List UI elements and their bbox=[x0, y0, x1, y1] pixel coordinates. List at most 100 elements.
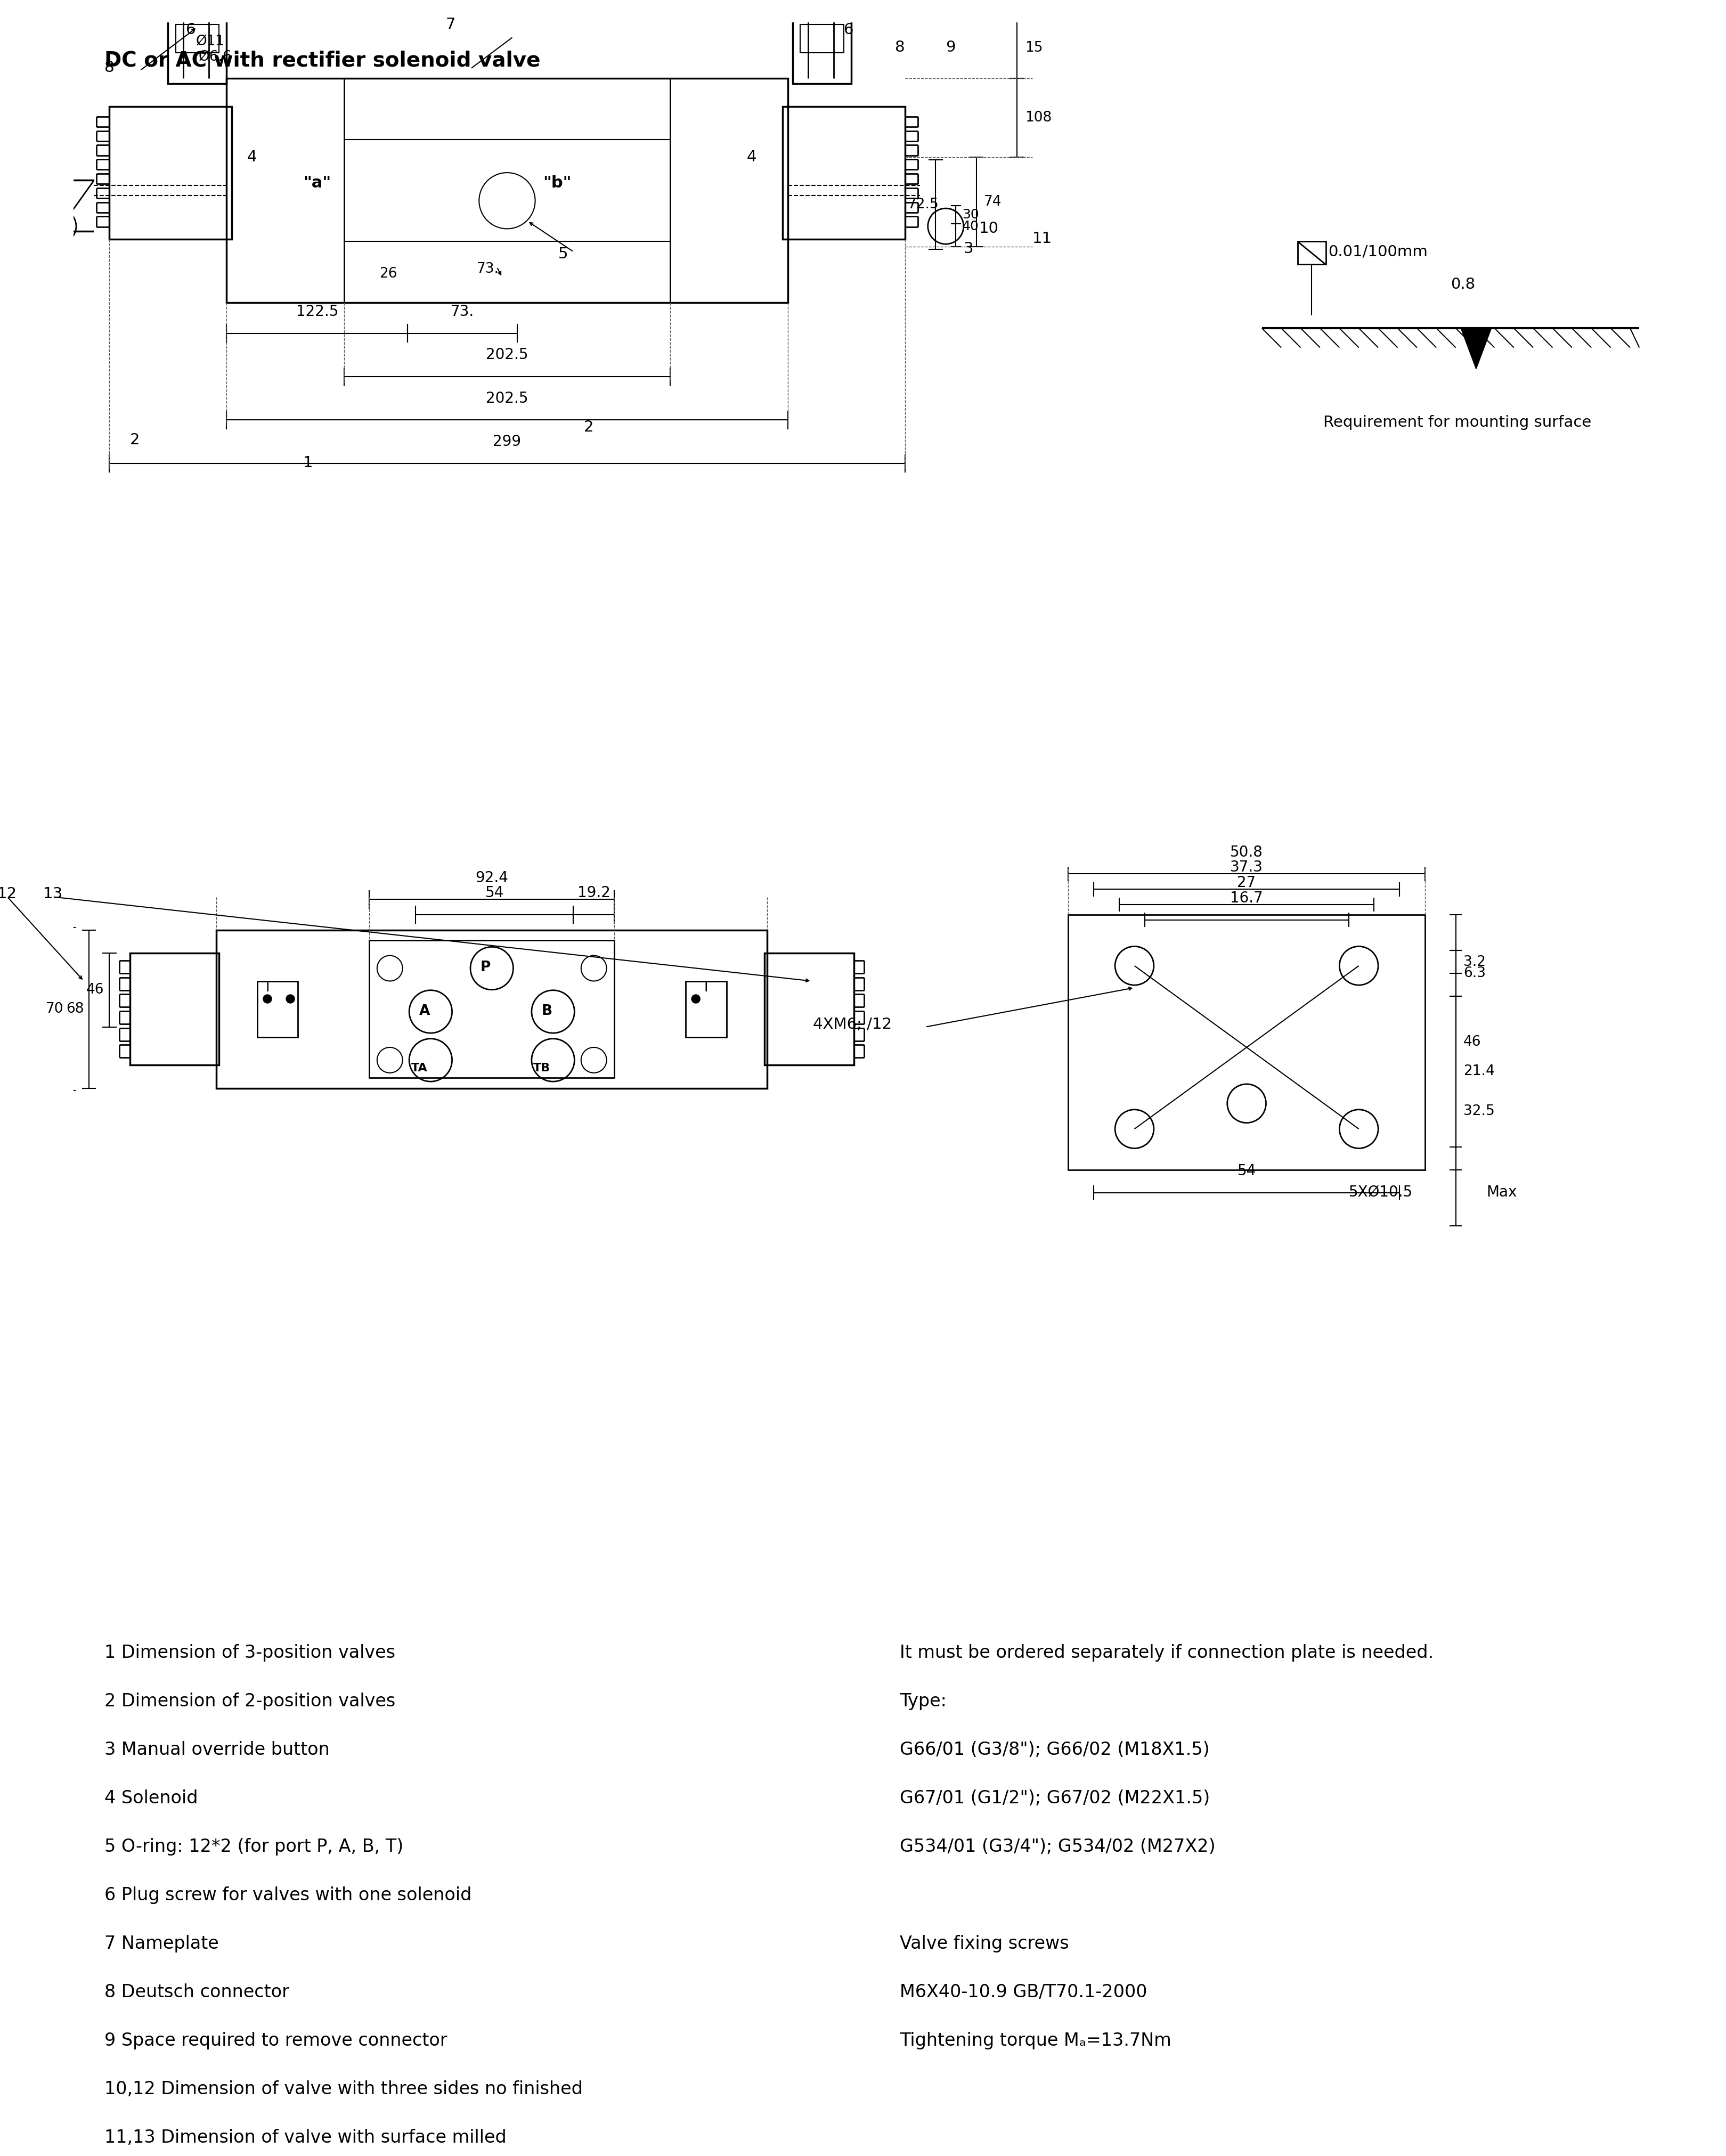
Text: 6: 6 bbox=[844, 22, 853, 37]
Text: 40: 40 bbox=[961, 220, 979, 233]
Bar bbox=[792, 17, 851, 84]
Text: G67/01 (G1/2"); G67/02 (M22X1.5): G67/01 (G1/2"); G67/02 (M22X1.5) bbox=[899, 1789, 1210, 1807]
Text: Ø6.6: Ø6.6 bbox=[198, 50, 231, 65]
Text: 6 Plug screw for valves with one solenoid: 6 Plug screw for valves with one solenoi… bbox=[104, 1886, 471, 1904]
Text: 6.3: 6.3 bbox=[1464, 966, 1486, 981]
Text: G66/01 (G3/8"); G66/02 (M18X1.5): G66/01 (G3/8"); G66/02 (M18X1.5) bbox=[899, 1742, 1210, 1759]
Text: B: B bbox=[542, 1005, 552, 1018]
Text: 8: 8 bbox=[104, 60, 114, 75]
Text: Max: Max bbox=[1486, 1186, 1517, 1201]
Text: 2: 2 bbox=[129, 433, 140, 448]
Text: 12: 12 bbox=[0, 886, 17, 901]
Text: 10,12 Dimension of valve with three sides no finished: 10,12 Dimension of valve with three side… bbox=[104, 2081, 582, 2098]
Text: 92.4: 92.4 bbox=[475, 871, 507, 886]
Bar bbox=[257, 981, 299, 1037]
Text: 16.7: 16.7 bbox=[1231, 890, 1263, 906]
Text: 2: 2 bbox=[583, 420, 594, 436]
Text: Type:: Type: bbox=[899, 1692, 946, 1710]
Text: 3 Manual override button: 3 Manual override button bbox=[104, 1742, 330, 1759]
Text: Valve fixing screws: Valve fixing screws bbox=[899, 1934, 1068, 1953]
Circle shape bbox=[692, 994, 699, 1003]
Text: I: I bbox=[704, 981, 708, 994]
Text: 46: 46 bbox=[1464, 1035, 1481, 1050]
Text: 4: 4 bbox=[247, 149, 257, 164]
Bar bbox=[216, 929, 766, 1089]
Text: 202.5: 202.5 bbox=[485, 390, 528, 405]
Text: 8: 8 bbox=[894, 41, 904, 54]
Text: 26: 26 bbox=[380, 267, 397, 280]
Text: 11: 11 bbox=[1032, 231, 1051, 246]
Text: 11,13 Dimension of valve with surface milled: 11,13 Dimension of valve with surface mi… bbox=[104, 2128, 506, 2145]
Text: 68: 68 bbox=[66, 1003, 85, 1015]
Bar bbox=[1298, 241, 1326, 265]
Circle shape bbox=[287, 994, 295, 1003]
Text: 73.: 73. bbox=[450, 304, 475, 319]
Text: Tightening torque Mₐ=13.7Nm: Tightening torque Mₐ=13.7Nm bbox=[899, 2031, 1170, 2050]
Text: 4XM6; /12: 4XM6; /12 bbox=[813, 1018, 892, 1033]
Text: 32.5: 32.5 bbox=[1464, 1104, 1495, 1119]
Text: 5: 5 bbox=[557, 246, 568, 261]
Text: 9: 9 bbox=[946, 41, 954, 54]
Text: 122.5: 122.5 bbox=[295, 304, 338, 319]
Text: 3: 3 bbox=[963, 241, 973, 257]
Text: G534/01 (G3/4"); G534/02 (M27X2): G534/01 (G3/4"); G534/02 (M27X2) bbox=[899, 1837, 1215, 1856]
Text: 299: 299 bbox=[494, 433, 521, 448]
Text: 10: 10 bbox=[979, 222, 998, 235]
Text: 6: 6 bbox=[186, 22, 195, 37]
Circle shape bbox=[264, 994, 271, 1003]
Text: 54: 54 bbox=[485, 886, 504, 901]
Bar bbox=[685, 981, 727, 1037]
Text: 108: 108 bbox=[1025, 110, 1051, 125]
Text: 15: 15 bbox=[1025, 41, 1043, 54]
Text: 0.01/100mm: 0.01/100mm bbox=[1327, 244, 1427, 259]
Bar bbox=[765, 953, 854, 1065]
Text: TA: TA bbox=[411, 1063, 428, 1074]
Text: 72.5: 72.5 bbox=[908, 198, 939, 211]
Text: 27: 27 bbox=[1238, 875, 1255, 890]
Text: It must be ordered separately if connection plate is needed.: It must be ordered separately if connect… bbox=[899, 1645, 1433, 1662]
Text: 2 Dimension of 2-position valves: 2 Dimension of 2-position valves bbox=[104, 1692, 395, 1710]
Text: 8 Deutsch connector: 8 Deutsch connector bbox=[104, 1984, 288, 2001]
Text: Requirement for mounting surface: Requirement for mounting surface bbox=[1322, 414, 1591, 429]
Bar bbox=[226, 78, 787, 302]
Text: 74: 74 bbox=[984, 194, 1001, 209]
Bar bbox=[176, 24, 219, 52]
Bar bbox=[109, 106, 231, 239]
Text: 19.2: 19.2 bbox=[576, 886, 609, 901]
Text: 37.3: 37.3 bbox=[1229, 860, 1263, 875]
Text: 9 Space required to remove connector: 9 Space required to remove connector bbox=[104, 2031, 447, 2050]
Text: I: I bbox=[266, 981, 269, 994]
Polygon shape bbox=[1460, 328, 1491, 369]
Text: 7 Nameplate: 7 Nameplate bbox=[104, 1934, 219, 1953]
Text: 3.2: 3.2 bbox=[1464, 955, 1486, 968]
Text: 5 O-ring: 12*2 (for port P, A, B, T): 5 O-ring: 12*2 (for port P, A, B, T) bbox=[104, 1837, 404, 1856]
Text: 4: 4 bbox=[747, 149, 756, 164]
Text: 1: 1 bbox=[304, 455, 312, 470]
Bar bbox=[782, 106, 904, 239]
Text: 54: 54 bbox=[1238, 1164, 1255, 1179]
Text: 13: 13 bbox=[43, 886, 62, 901]
Text: 0.8: 0.8 bbox=[1450, 278, 1474, 291]
Text: 7: 7 bbox=[445, 17, 456, 32]
Text: 5XØ10.5: 5XØ10.5 bbox=[1348, 1186, 1412, 1201]
Text: 70: 70 bbox=[45, 1003, 64, 1015]
Text: 21.4: 21.4 bbox=[1464, 1065, 1495, 1078]
Text: Ø11: Ø11 bbox=[197, 34, 224, 50]
Text: P: P bbox=[480, 962, 490, 975]
Bar bbox=[369, 940, 614, 1078]
Text: 30: 30 bbox=[961, 209, 979, 222]
Bar bbox=[343, 78, 670, 302]
Text: "b": "b" bbox=[542, 175, 571, 190]
Text: TB: TB bbox=[533, 1063, 551, 1074]
Text: 50.8: 50.8 bbox=[1229, 845, 1263, 860]
Text: 202.5: 202.5 bbox=[485, 347, 528, 362]
Text: A: A bbox=[419, 1005, 430, 1018]
Bar bbox=[1068, 914, 1424, 1171]
Text: M6X40-10.9 GB/T70.1-2000: M6X40-10.9 GB/T70.1-2000 bbox=[899, 1984, 1146, 2001]
Text: DC or AC with rectifier solenoid valve: DC or AC with rectifier solenoid valve bbox=[104, 50, 540, 71]
Text: 4 Solenoid: 4 Solenoid bbox=[104, 1789, 198, 1807]
Text: 46: 46 bbox=[86, 983, 104, 996]
Bar bbox=[801, 24, 844, 52]
Text: "a": "a" bbox=[304, 175, 331, 190]
Text: 1 Dimension of 3-position valves: 1 Dimension of 3-position valves bbox=[104, 1645, 395, 1662]
